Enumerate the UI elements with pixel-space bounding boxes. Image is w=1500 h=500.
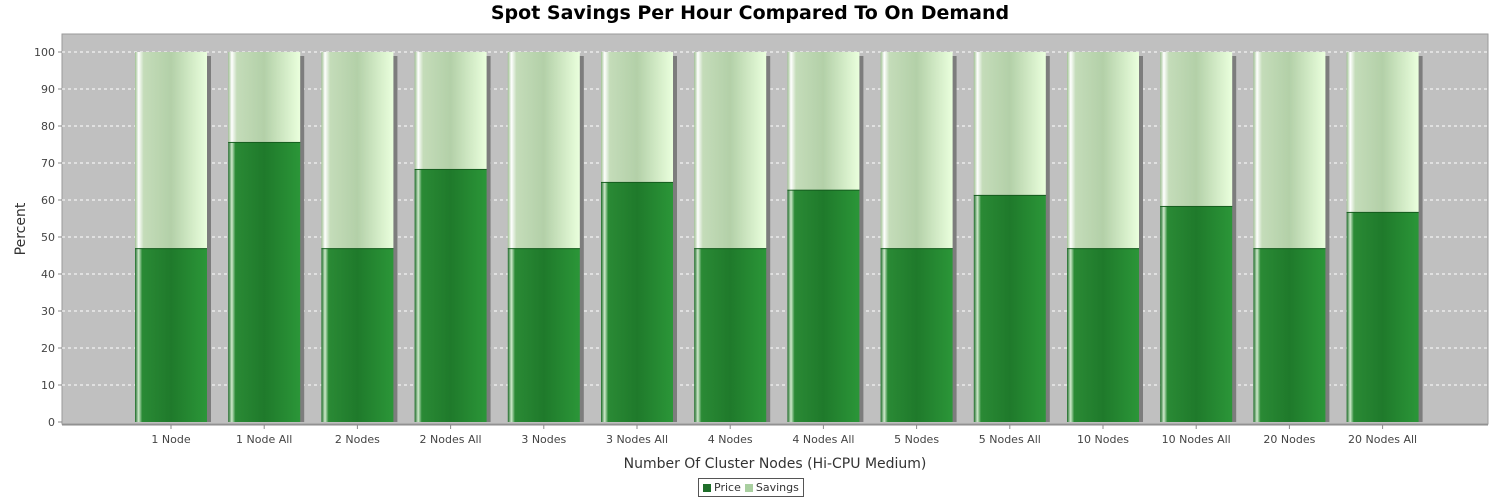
bar-price <box>228 141 301 422</box>
y-tick-label: 30 <box>41 305 55 318</box>
bar-savings <box>135 52 207 249</box>
x-tick-label: 20 Nodes All <box>1348 433 1417 446</box>
bar-group <box>1346 52 1423 422</box>
bar-savings <box>1253 52 1326 249</box>
x-tick-label: 20 Nodes <box>1263 433 1315 446</box>
y-axis-label: Percent <box>13 202 29 255</box>
bar-savings <box>694 52 767 249</box>
x-tick-label: 10 Nodes All <box>1162 433 1231 446</box>
bar-price <box>880 248 953 422</box>
x-tick-label: 10 Nodes <box>1077 433 1129 446</box>
bar-savings <box>507 52 580 249</box>
bar-price <box>321 248 394 422</box>
legend-label-price: Price <box>714 481 741 494</box>
bar-savings <box>880 52 953 249</box>
bar-savings <box>787 52 860 190</box>
x-tick-label: 2 Nodes All <box>420 433 482 446</box>
stacked-bar-chart: 0 10 20 30 40 50 60 70 80 90 100 1 Node 1 Node All 2… <box>13 33 1489 472</box>
bar-price <box>135 248 207 422</box>
bar-savings <box>1160 52 1233 206</box>
bar-price <box>787 189 860 422</box>
bar-group <box>880 52 957 422</box>
bar-group <box>1160 52 1237 422</box>
bar-savings <box>1067 52 1139 249</box>
bar-group <box>787 52 864 422</box>
bar-price <box>601 181 673 422</box>
legend-swatch-price <box>703 483 711 492</box>
bar-price <box>507 248 580 422</box>
bar-group <box>321 52 398 422</box>
y-tick-label: 100 <box>34 46 55 59</box>
bar-group <box>694 52 771 422</box>
bar-savings <box>1346 52 1419 212</box>
bar-price <box>1253 248 1326 422</box>
y-tick-label: 90 <box>41 83 55 96</box>
x-tick-label: 1 Node All <box>236 433 292 446</box>
legend: Price Savings <box>698 478 804 497</box>
x-tick-label: 3 Nodes All <box>606 433 668 446</box>
x-tick-label: 1 Node <box>151 433 190 446</box>
y-tick-label: 10 <box>41 379 55 392</box>
bar-price <box>1067 248 1139 422</box>
y-tick-label: 0 <box>48 416 55 429</box>
x-tick-label: 4 Nodes <box>708 433 753 446</box>
legend-item-savings: Savings <box>744 481 799 494</box>
bar-savings <box>601 52 673 182</box>
bar-savings <box>228 52 301 142</box>
x-tick-label: 2 Nodes <box>335 433 380 446</box>
y-tick-label: 60 <box>41 194 55 207</box>
grid-lines <box>62 51 1488 386</box>
bar-savings <box>414 52 487 169</box>
legend-swatch-savings <box>744 483 753 492</box>
bar-price <box>694 248 767 422</box>
bar-group <box>507 52 584 422</box>
y-tick-label: 50 <box>41 231 55 244</box>
bar-price <box>1160 205 1233 422</box>
bar-group <box>973 52 1050 422</box>
bar-price <box>414 168 487 422</box>
bar-price <box>1346 211 1419 422</box>
bar-group <box>228 52 305 422</box>
bar-group <box>135 52 211 422</box>
chart-title: Spot Savings Per Hour Compared To On Dem… <box>490 2 1010 24</box>
bars <box>135 52 1423 422</box>
x-axis-label: Number Of Cluster Nodes (Hi-CPU Medium) <box>624 456 927 472</box>
legend-item-price: Price <box>703 481 741 494</box>
bar-savings <box>321 52 394 249</box>
y-tick-label: 20 <box>41 342 55 355</box>
x-axis-ticks: 1 Node 1 Node All 2 Nodes 2 Nodes All 3 Node… <box>151 425 1417 446</box>
bar-group <box>1253 52 1330 422</box>
x-tick-label: 4 Nodes All <box>792 433 854 446</box>
bar-group <box>414 52 491 422</box>
legend-label-savings: Savings <box>755 481 799 494</box>
bar-group <box>1067 52 1143 422</box>
y-tick-label: 80 <box>41 120 55 133</box>
x-tick-label: 5 Nodes All <box>979 433 1041 446</box>
x-tick-label: 5 Nodes <box>894 433 939 446</box>
bar-price <box>973 194 1046 422</box>
y-axis-ticks: 0 10 20 30 40 50 60 70 80 90 100 <box>34 46 62 429</box>
bar-savings <box>973 52 1046 195</box>
bar-group <box>601 52 677 422</box>
y-tick-label: 40 <box>41 268 55 281</box>
x-tick-label: 3 Nodes <box>521 433 566 446</box>
y-tick-label: 70 <box>41 157 55 170</box>
